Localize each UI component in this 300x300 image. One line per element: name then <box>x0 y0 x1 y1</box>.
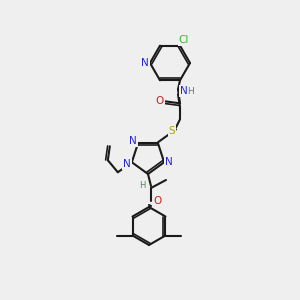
Text: N: N <box>129 136 137 146</box>
Text: N: N <box>180 86 188 96</box>
Text: Cl: Cl <box>179 35 189 45</box>
Text: H: H <box>188 87 194 96</box>
Text: O: O <box>156 96 164 106</box>
Text: S: S <box>169 126 175 136</box>
Text: O: O <box>154 196 162 206</box>
Text: N: N <box>165 157 173 167</box>
Text: H: H <box>139 182 145 190</box>
Text: N: N <box>123 159 131 169</box>
Text: N: N <box>141 58 149 68</box>
